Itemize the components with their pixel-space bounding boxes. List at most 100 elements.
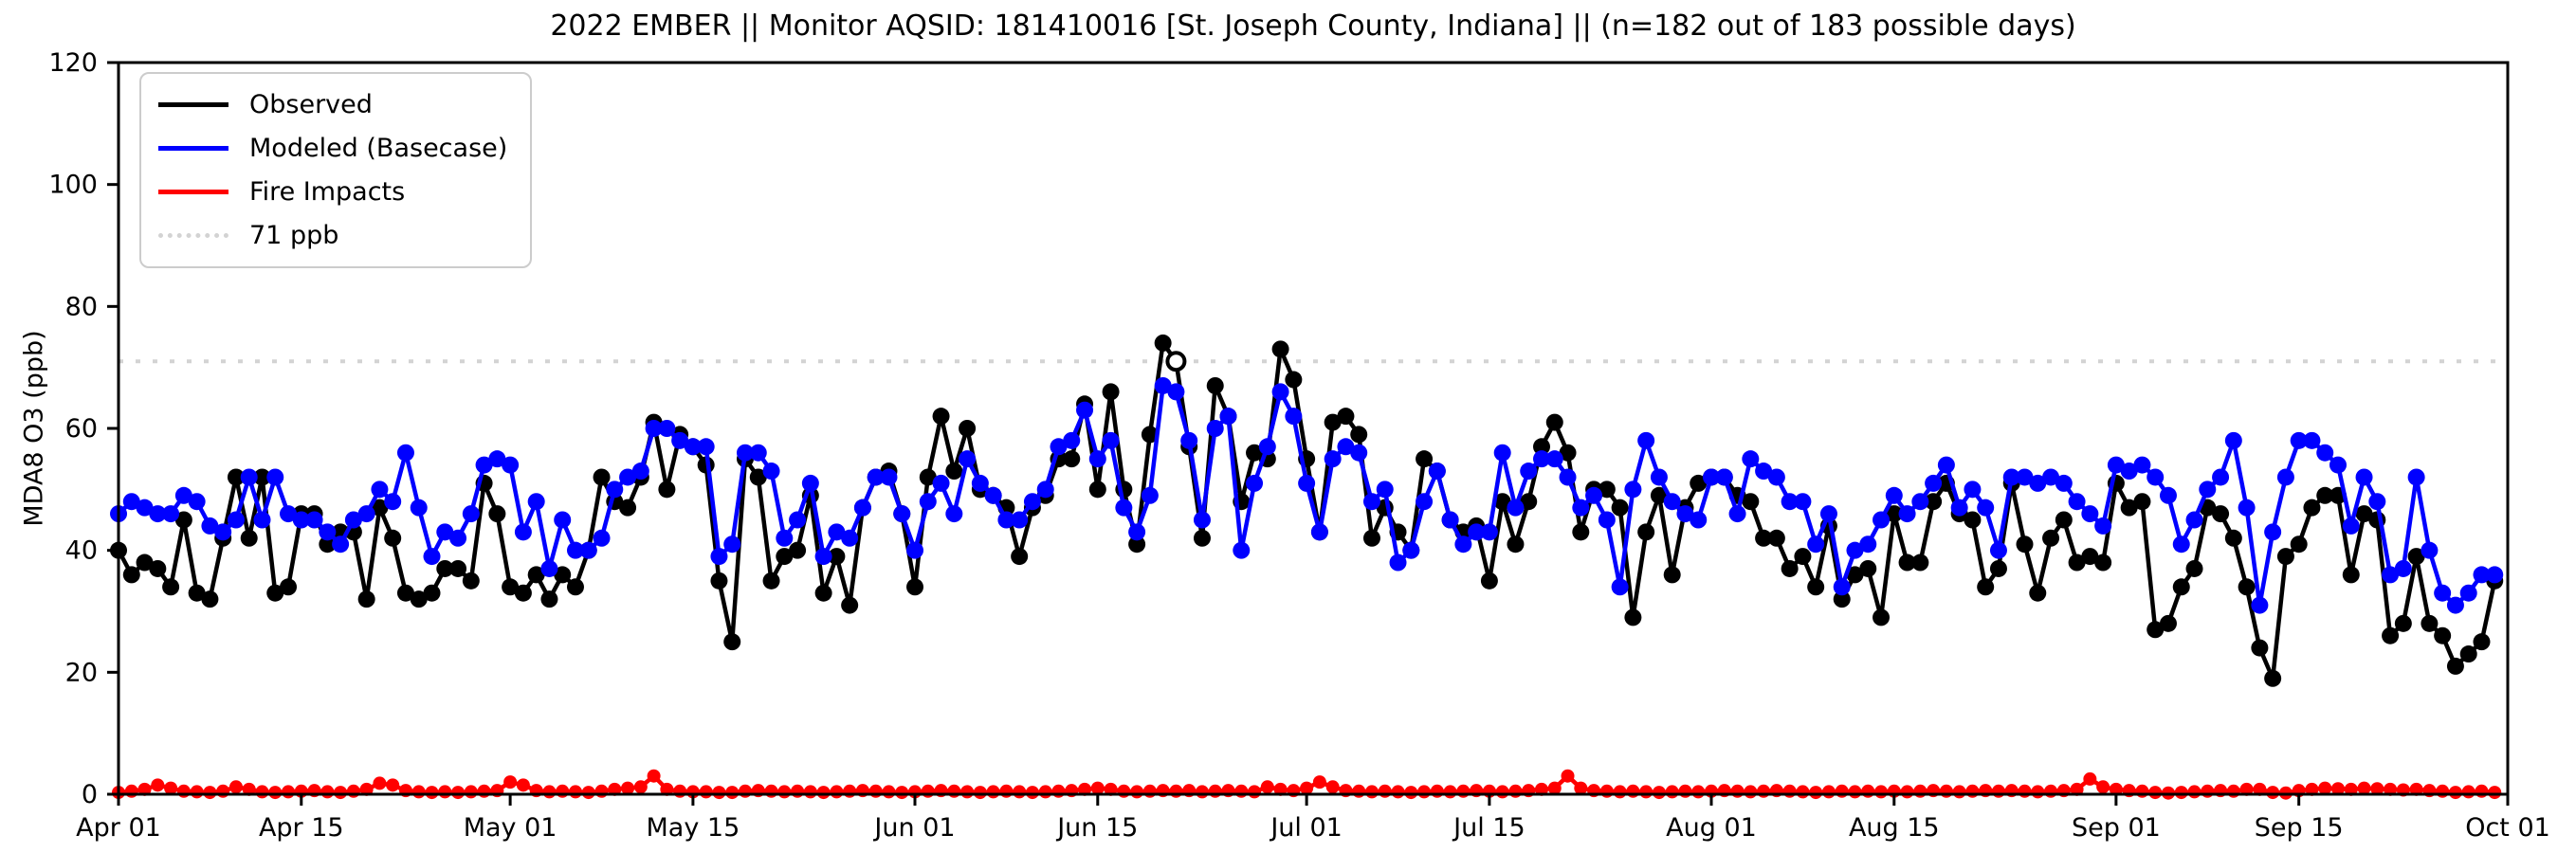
fire-marker	[999, 784, 1014, 798]
modeled-marker	[736, 444, 754, 462]
fire-marker	[2226, 784, 2240, 798]
fire-marker	[2174, 786, 2188, 800]
legend-item-threshold: 71 ppb	[158, 218, 507, 253]
legend-item-fire: Fire Impacts	[158, 174, 507, 209]
fire-marker	[1534, 782, 1548, 796]
modeled-marker	[997, 511, 1015, 529]
modeled-marker	[1011, 511, 1029, 529]
modeled-marker	[1742, 450, 1760, 468]
fire-marker	[137, 782, 152, 796]
modeled-marker	[1964, 481, 1982, 499]
modeled-marker	[1441, 511, 1459, 529]
x-tick-label: Jun 01	[872, 813, 955, 843]
fire-marker	[868, 784, 883, 798]
observed-marker	[749, 468, 767, 486]
modeled-marker	[2394, 559, 2412, 577]
fire-marker	[1782, 784, 1797, 798]
modeled-marker	[880, 468, 898, 486]
observed-marker	[1807, 578, 1825, 596]
x-tick-label: May 15	[647, 813, 740, 843]
observed-marker	[1154, 334, 1172, 352]
modeled-marker	[1703, 468, 1721, 486]
y-tick-label: 0	[82, 780, 98, 809]
modeled-marker	[1324, 450, 1342, 468]
observed-marker	[1611, 499, 1629, 517]
fire-marker	[791, 784, 805, 798]
modeled-marker	[149, 505, 167, 523]
fire-marker	[2083, 771, 2097, 786]
fire-marker	[816, 786, 831, 800]
modeled-marker	[2316, 444, 2334, 462]
modeled-marker	[566, 541, 584, 559]
fire-marker	[1874, 785, 1889, 799]
observed-marker	[1350, 426, 1368, 444]
modeled-marker	[1115, 499, 1133, 517]
fire-marker	[1391, 785, 1405, 799]
fire-marker	[242, 782, 256, 796]
modeled-marker	[762, 463, 780, 481]
fire-marker	[268, 786, 283, 800]
modeled-marker	[1520, 463, 1538, 481]
observed-marker	[1206, 376, 1224, 394]
x-tick-label: Sep 01	[2072, 813, 2161, 843]
fire-marker	[373, 776, 387, 790]
fire-marker	[1273, 782, 1288, 796]
modeled-marker	[1088, 450, 1106, 468]
observed-marker	[945, 463, 963, 481]
modeled-marker	[2042, 468, 2060, 486]
modeled-marker	[396, 444, 414, 462]
fire-marker	[2384, 782, 2398, 796]
fire-marker	[2031, 785, 2045, 799]
observed-marker	[1271, 340, 1289, 358]
modeled-marker	[2185, 511, 2203, 529]
modeled-marker	[631, 463, 649, 481]
modeled-marker	[2290, 431, 2308, 449]
modeled-marker	[841, 529, 859, 547]
modeled-marker	[136, 499, 154, 517]
observed-marker	[514, 584, 532, 602]
modeled-marker	[2199, 481, 2217, 499]
fire-marker	[176, 784, 191, 798]
modeled-marker	[2238, 499, 2256, 517]
modeled-marker	[357, 505, 375, 523]
legend-label: Observed	[249, 90, 373, 119]
modeled-marker	[1950, 499, 1968, 517]
modeled-marker	[801, 474, 819, 492]
modeled-marker	[201, 517, 219, 535]
x-tick-label: Aug 15	[1849, 813, 1940, 843]
modeled-marker	[1389, 554, 1407, 572]
fire-marker	[1574, 781, 1588, 795]
observed-marker	[1063, 450, 1081, 468]
fire-marker	[777, 785, 792, 799]
observed-marker	[371, 499, 389, 517]
fire-marker	[477, 784, 491, 798]
observed-marker	[2382, 626, 2400, 644]
fire-marker	[725, 786, 740, 800]
observed-marker	[1650, 486, 1668, 504]
fire-marker	[1861, 784, 1875, 798]
modeled-marker	[1545, 450, 1563, 468]
modeled-marker	[593, 529, 611, 547]
observed-marker	[919, 468, 937, 486]
observed-marker	[762, 572, 780, 590]
fire-marker	[228, 780, 243, 794]
observed-marker	[2290, 535, 2308, 554]
observed-marker	[1885, 505, 1903, 523]
observed-marker	[1742, 493, 1760, 511]
modeled-marker	[1637, 431, 1655, 449]
observed-marker	[1532, 438, 1550, 456]
observed-marker	[1362, 529, 1380, 547]
modeled-marker	[2212, 468, 2230, 486]
observed-marker	[357, 590, 375, 608]
modeled-marker	[1468, 523, 1486, 541]
observed-marker	[619, 499, 637, 517]
observed-marker	[2276, 548, 2294, 566]
observed-marker	[1493, 493, 1511, 511]
modeled-marker	[540, 559, 558, 577]
observed-marker	[527, 566, 545, 584]
observed-marker	[2421, 614, 2439, 632]
modeled-marker	[1755, 463, 1773, 481]
modeled-marker	[332, 535, 350, 554]
modeled-marker	[1650, 468, 1668, 486]
modeled-marker	[1310, 523, 1328, 541]
